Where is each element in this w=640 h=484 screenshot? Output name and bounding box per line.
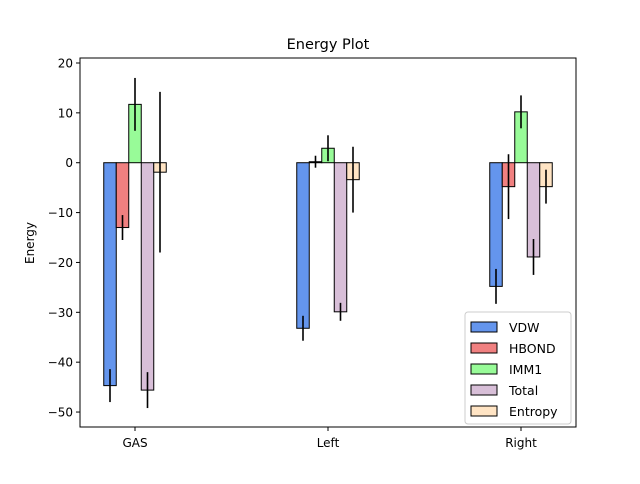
legend-label-imm1: IMM1 xyxy=(509,362,542,377)
y-tick-label: 0 xyxy=(65,156,73,170)
y-tick-label: −20 xyxy=(48,256,73,270)
legend-swatch-hbond xyxy=(470,342,498,354)
legend-swatch-imm1 xyxy=(470,363,498,375)
legend-swatch-total xyxy=(470,384,498,396)
x-tick-label: Left xyxy=(317,436,340,450)
bar-vdw-left xyxy=(296,162,310,329)
y-tick-label: 10 xyxy=(58,106,73,120)
legend-label-vdw: VDW xyxy=(509,320,540,335)
legend-label-entropy: Entropy xyxy=(509,404,558,419)
legend-box xyxy=(464,311,572,425)
legend: VDW HBOND IMM1 Total Entropy xyxy=(464,311,572,425)
x-tick-label: Right xyxy=(505,436,537,450)
axis-ticks: 20 10 0 −10 −20 −30 −40 −50 GAS Left Right xyxy=(48,56,537,450)
legend-label-hbond: HBOND xyxy=(509,341,556,356)
error-bars xyxy=(109,77,547,409)
x-tick-label: GAS xyxy=(122,436,147,450)
bar-total-gas xyxy=(140,162,155,391)
bar-total-left xyxy=(333,162,348,313)
y-tick-label: −40 xyxy=(48,356,73,370)
legend-label-total: Total xyxy=(508,383,538,398)
y-tick-label: 20 xyxy=(58,56,73,70)
y-tick-label: −50 xyxy=(48,406,73,420)
bar-vdw-gas xyxy=(103,162,117,387)
legend-swatch-vdw xyxy=(470,321,498,333)
bar-vdw-right xyxy=(489,162,503,287)
y-axis-label: Energy xyxy=(23,222,37,264)
y-tick-label: −30 xyxy=(48,306,73,320)
legend-swatch-entropy xyxy=(470,405,498,417)
y-tick-label: −10 xyxy=(48,206,73,220)
chart-title: Energy Plot xyxy=(287,37,370,53)
plot-frame xyxy=(79,57,577,428)
